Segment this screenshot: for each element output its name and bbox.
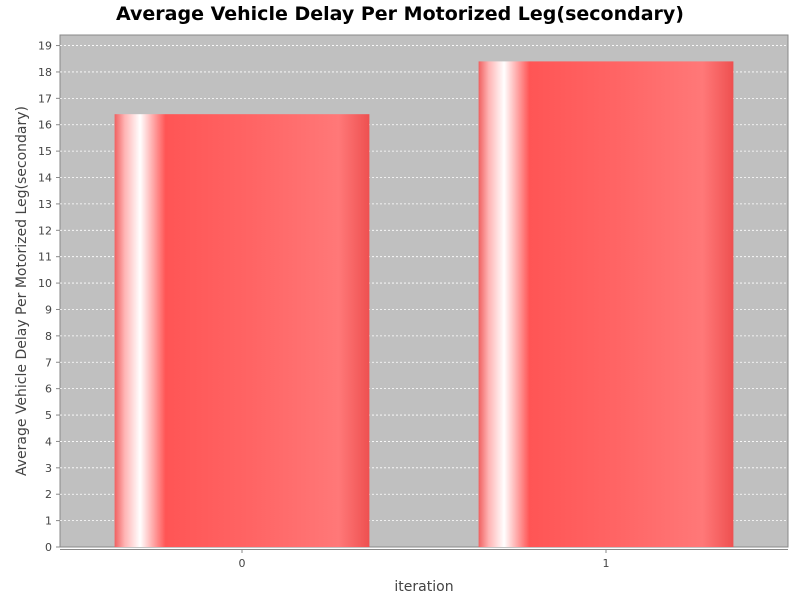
y-tick-label: 3 [45,462,52,475]
x-axis-label: iteration [394,579,453,595]
y-tick-label: 18 [38,66,52,79]
y-tick-label: 5 [45,409,52,422]
y-tick-label: 12 [38,224,52,237]
bar-0 [114,114,370,547]
y-tick-label: 0 [45,541,52,554]
y-tick-label: 13 [38,198,52,211]
chart-title: Average Vehicle Delay Per Motorized Leg(… [116,3,684,25]
y-tick-label: 14 [38,172,52,185]
bar-1 [478,61,734,547]
y-tick-label: 9 [45,303,52,316]
y-axis-label: Average Vehicle Delay Per Motorized Leg(… [14,106,30,476]
x-tick-label: 1 [603,557,610,570]
y-tick-label: 7 [45,356,52,369]
x-tick-label: 0 [239,557,246,570]
y-tick-label: 19 [38,40,52,53]
y-tick-label: 10 [38,277,52,290]
y-tick-label: 1 [45,515,52,528]
y-tick-label: 16 [38,119,52,132]
y-tick-label: 4 [45,435,52,448]
y-tick-label: 11 [38,251,52,264]
y-tick-label: 2 [45,488,52,501]
y-tick-label: 8 [45,330,52,343]
bars [114,61,734,547]
y-tick-label: 15 [38,145,52,158]
y-tick-label: 6 [45,383,52,396]
y-tick-label: 17 [38,92,52,105]
